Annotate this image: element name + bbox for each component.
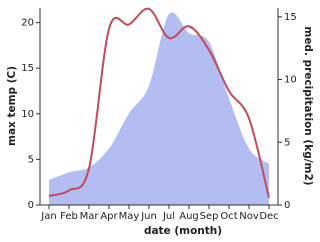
temp-line xyxy=(48,7,270,198)
x-tick-label: Feb xyxy=(60,211,78,222)
y-tick-label: 20 xyxy=(21,18,34,29)
x-tick-label: Jan xyxy=(40,211,56,222)
y-tick-label: 5 xyxy=(28,154,34,165)
precip-area xyxy=(49,12,269,205)
y-tick-label: 10 xyxy=(21,109,34,120)
y2-tick-label: 15 xyxy=(284,12,297,23)
x-tick-label: Sep xyxy=(200,211,219,222)
x-tick-label: Oct xyxy=(220,211,237,222)
x-tick-label: Dec xyxy=(259,211,278,222)
y2-axis-label: med. precipitation (kg/m2) xyxy=(302,26,314,185)
x-tick-label: Nov xyxy=(239,211,259,222)
x-tick-label: May xyxy=(119,211,140,222)
y2-tick-label: 5 xyxy=(284,137,290,148)
y-tick-label: 15 xyxy=(21,63,34,74)
y-axis-label: max temp (C) xyxy=(6,66,18,146)
x-tick-label: Jun xyxy=(140,211,157,222)
x-axis-label: date (month) xyxy=(144,225,222,237)
y2-tick-label: 10 xyxy=(284,75,297,86)
x-tick-label: Mar xyxy=(80,211,100,222)
x-tick-label: Aug xyxy=(179,211,199,222)
y2-tick-label: 0 xyxy=(284,200,290,211)
y-tick-label: 0 xyxy=(28,200,34,211)
x-tick-label: Jul xyxy=(162,211,175,222)
x-tick-label: Apr xyxy=(100,211,118,222)
axis-frame xyxy=(39,8,279,206)
